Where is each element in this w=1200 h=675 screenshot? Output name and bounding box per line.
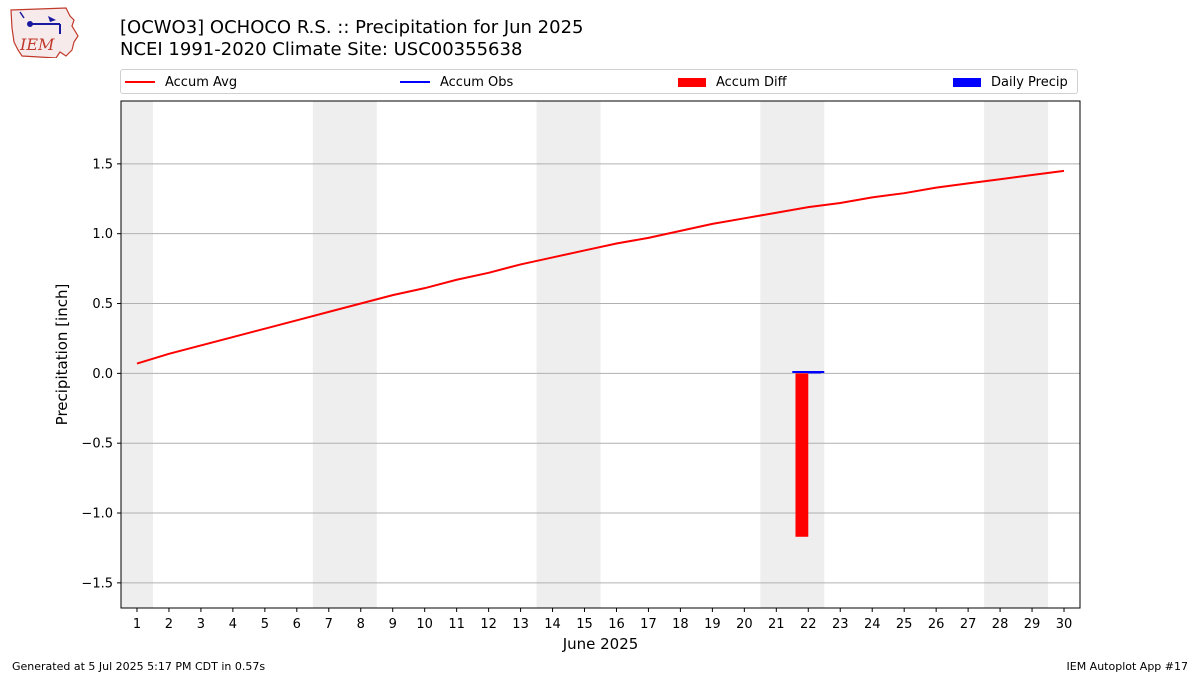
legend-item-accum-diff: Accum Diff — [678, 73, 787, 91]
title-line-2: NCEI 1991-2020 Climate Site: USC00355638 — [120, 39, 523, 60]
weekend-band-3 — [536, 101, 601, 608]
x-tick-label: 19 — [704, 617, 721, 632]
y-tick-label: 0.0 — [92, 367, 113, 382]
x-tick-label: 17 — [640, 617, 657, 632]
legend-item-accum-avg: Accum Avg — [125, 73, 237, 91]
weekend-band-2 — [312, 101, 377, 608]
y-tick-label: 1.0 — [92, 227, 113, 242]
y-tick-label: 1.5 — [92, 157, 113, 172]
y-tick-label: −1.0 — [81, 507, 113, 522]
legend-item-accum-obs: Accum Obs — [400, 73, 513, 91]
x-tick-label: 22 — [800, 617, 817, 632]
legend-label-accum-avg: Accum Avg — [165, 74, 238, 90]
x-tick-label: 7 — [325, 617, 333, 632]
x-tick-label: 28 — [992, 617, 1009, 632]
x-tick-label: 21 — [768, 617, 785, 632]
y-tick-label: −1.5 — [81, 576, 113, 591]
x-tick-label: 9 — [389, 617, 397, 632]
chart-title: [OCWO3] OCHOCO R.S. :: Precipitation for… — [120, 17, 583, 61]
x-tick-label: 4 — [229, 617, 237, 632]
x-tick-label: 2 — [165, 617, 173, 632]
y-tick-label: 0.5 — [92, 297, 113, 312]
legend-swatch-accum-diff — [678, 77, 706, 87]
legend-label-daily-precip: Daily Precip — [991, 74, 1068, 90]
logo-text: IEM — [19, 35, 55, 54]
weekend-band-5 — [984, 101, 1049, 608]
x-tick-label: 1 — [133, 617, 141, 632]
x-tick-label: 23 — [832, 617, 849, 632]
weekend-band-1 — [121, 101, 153, 608]
x-tick-label: 29 — [1024, 617, 1041, 632]
gridlines — [121, 163, 1080, 584]
x-tick-label: 18 — [672, 617, 689, 632]
accum-diff-bar — [795, 373, 809, 537]
x-tick-label: 16 — [608, 617, 625, 632]
x-tick-label: 30 — [1056, 617, 1073, 632]
x-tick-label: 12 — [480, 617, 497, 632]
x-tick-label: 14 — [544, 617, 561, 632]
x-tick-label: 27 — [960, 617, 977, 632]
x-tick-label: 3 — [197, 617, 205, 632]
x-axis-label: June 2025 — [562, 635, 639, 653]
title-line-1: [OCWO3] OCHOCO R.S. :: Precipitation for… — [120, 17, 584, 38]
weekend-shading — [121, 101, 1049, 608]
x-tick-label: 20 — [736, 617, 753, 632]
legend-swatch-accum-obs — [400, 81, 430, 83]
y-tick-label: −0.5 — [81, 437, 113, 452]
x-tick-label: 13 — [512, 617, 529, 632]
x-axis-ticks: 1 2 3 4 5 6 7 8 9 10 11 12 13 14 15 16 17 18 19 20 21 22 23 24 2… — [133, 608, 1072, 632]
x-tick-label: 8 — [357, 617, 365, 632]
lines — [136, 169, 1065, 373]
x-tick-label: 10 — [416, 617, 433, 632]
legend-label-accum-diff: Accum Diff — [716, 74, 787, 90]
app-id: IEM Autoplot App #17 — [1066, 660, 1189, 673]
iem-logo: IEM — [10, 7, 79, 58]
legend-swatch-accum-avg — [125, 81, 155, 83]
legend-swatch-daily-precip — [953, 77, 981, 87]
plot-frame — [120, 100, 1081, 609]
x-tick-label: 5 — [261, 617, 269, 632]
legend-item-daily-precip: Daily Precip — [953, 73, 1068, 91]
legend-label-accum-obs: Accum Obs — [440, 74, 514, 90]
x-tick-label: 6 — [293, 617, 301, 632]
weekend-band-4 — [760, 101, 825, 608]
generated-timestamp: Generated at 5 Jul 2025 5:17 PM CDT in 0… — [12, 660, 266, 673]
y-axis-ticks: −1.5 −1.0 −0.5 0.0 0.5 1.0 1.5 — [81, 157, 121, 591]
chart-legend: Accum Avg Accum Obs Accum Diff Daily Pre… — [120, 69, 1078, 94]
x-tick-label: 26 — [928, 617, 945, 632]
y-axis-label: Precipitation [inch] — [53, 284, 71, 426]
x-tick-label: 15 — [576, 617, 593, 632]
x-tick-label: 24 — [864, 617, 881, 632]
accum-avg-line — [136, 169, 1065, 365]
x-tick-label: 11 — [448, 617, 465, 632]
x-tick-label: 25 — [896, 617, 913, 632]
